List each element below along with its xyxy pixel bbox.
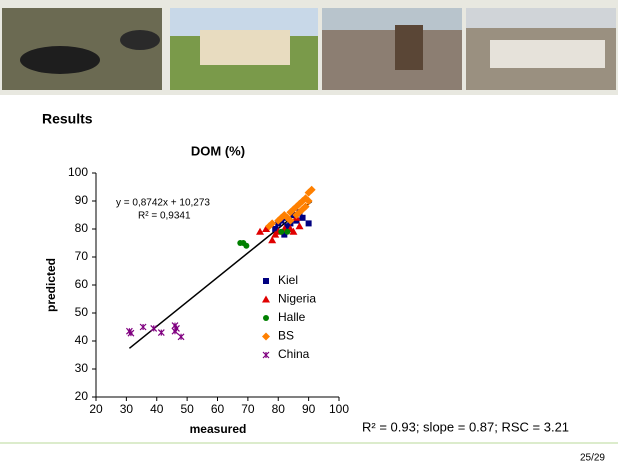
y-axis-label: predicted: [44, 258, 58, 312]
banner: [0, 0, 618, 95]
point: [284, 229, 290, 235]
photo-detail: [490, 40, 605, 68]
point: [243, 243, 249, 249]
page-number: 25/29: [580, 453, 605, 464]
y-tick-label: 30: [75, 361, 89, 375]
legend-label: China: [278, 347, 310, 361]
legend-label: BS: [278, 329, 294, 343]
x-tick-label: 90: [302, 402, 316, 416]
legend-marker: [263, 315, 269, 321]
point: [151, 325, 157, 331]
legend-label: Halle: [278, 310, 306, 324]
x-tick-label: 20: [89, 402, 103, 416]
summary: R² = 0.93; slope = 0.87; RSC = 3.21: [362, 419, 569, 434]
x-tick-label: 30: [120, 402, 134, 416]
photo-detail: [120, 30, 160, 50]
x-axis-label: measured: [190, 422, 247, 436]
x-tick-label: 40: [150, 402, 164, 416]
legend-label: Kiel: [278, 273, 298, 287]
x-tick-label: 100: [329, 402, 349, 416]
legend-marker: [263, 278, 269, 284]
y-tick-label: 20: [75, 389, 89, 403]
y-tick-label: 70: [75, 249, 89, 263]
photo-detail: [20, 46, 100, 74]
point: [300, 215, 306, 221]
y-tick-label: 60: [75, 277, 89, 291]
point: [158, 330, 164, 336]
x-tick-label: 50: [180, 402, 194, 416]
trend-equation: y = 0,8742x + 10,273: [116, 198, 210, 209]
y-tick-label: 100: [68, 165, 88, 179]
x-tick-label: 80: [272, 402, 286, 416]
chart-title: DOM (%): [191, 143, 245, 158]
legend-marker: [263, 352, 269, 358]
chart: Results DOM (%) measured predicted y = 0…: [0, 0, 618, 466]
point: [306, 220, 312, 226]
y-tick-label: 90: [75, 193, 89, 207]
photo-detail: [322, 8, 462, 30]
photo-detail: [466, 8, 616, 28]
photo-detail: [200, 30, 290, 65]
slide: Results DOM (%) measured predicted y = 0…: [0, 0, 618, 466]
point: [178, 334, 184, 340]
point: [140, 324, 146, 330]
legend-marker: [262, 296, 270, 303]
y-tick-label: 50: [75, 305, 89, 319]
photo-detail: [395, 25, 423, 70]
y-tick-label: 80: [75, 221, 89, 235]
legend-marker: [262, 333, 270, 341]
x-tick-label: 70: [241, 402, 255, 416]
x-tick-label: 60: [211, 402, 225, 416]
trend-r2: R² = 0,9341: [138, 211, 191, 222]
y-tick-label: 40: [75, 333, 89, 347]
legend-label: Nigeria: [278, 292, 316, 306]
slide-heading: Results: [42, 111, 93, 127]
point: [278, 229, 284, 235]
